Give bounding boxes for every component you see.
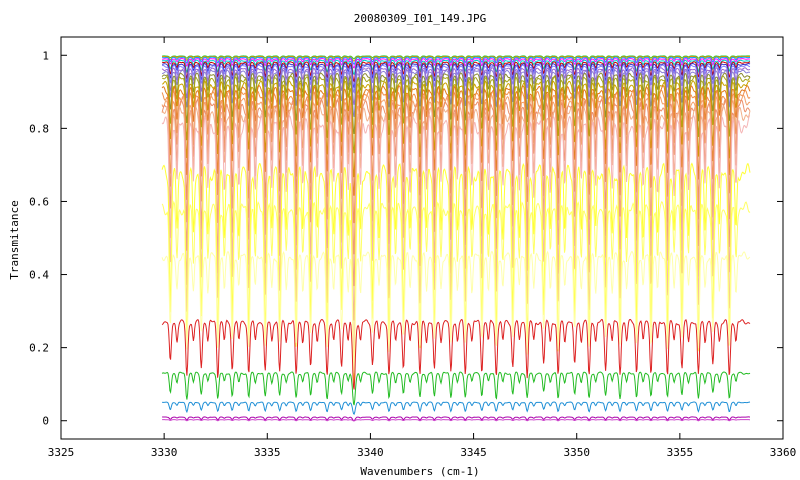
spectrum-series-line: [162, 56, 750, 65]
x-tick-label: 3360: [770, 446, 797, 459]
spectrum-series-line: [162, 58, 751, 69]
spectrum-series-line: [162, 401, 751, 415]
x-tick-label: 3335: [254, 446, 281, 459]
x-axis-label: Wavenumbers (cm-1): [360, 465, 479, 478]
x-tick-label: 3330: [151, 446, 178, 459]
spectrum-series-line: [162, 55, 751, 60]
spectrum-series-line: [161, 250, 751, 374]
y-tick-label: 0: [42, 415, 49, 428]
plot-frame: [60, 36, 784, 440]
spectrum-series-line: [161, 371, 751, 406]
x-tick-label: 3340: [357, 446, 384, 459]
y-tick-label: 0.6: [29, 195, 49, 208]
spectrum-series-line: [161, 200, 751, 375]
plot-area: [161, 55, 751, 422]
x-tick-label: 3345: [460, 446, 487, 459]
y-tick-label: 0.4: [29, 269, 49, 282]
y-tick-label: 0.2: [29, 342, 49, 355]
spectrum-series-line: [161, 64, 751, 94]
y-tick-label: 0.8: [29, 122, 49, 135]
spectrum-series-line: [162, 419, 750, 422]
spectrum-series-line: [162, 416, 750, 422]
y-tick-label: 1: [42, 49, 49, 62]
chart-title: 20080309_I01_149.JPG: [354, 12, 486, 25]
x-tick-label: 3325: [48, 446, 75, 459]
spectrum-series-line: [161, 114, 751, 359]
x-axis: 3325 3330 3335 3340 3345 3350 3355 3360: [48, 37, 797, 459]
y-axis-label: Transmitance: [8, 200, 21, 279]
y-axis: 0 0.2 0.4 0.6 0.8 1: [29, 49, 783, 428]
spectrum-series-line: [161, 318, 751, 390]
spectrum-series-line: [162, 56, 750, 62]
x-tick-label: 3350: [563, 446, 590, 459]
x-tick-label: 3355: [667, 446, 694, 459]
spectrum-series-line: [161, 59, 751, 76]
